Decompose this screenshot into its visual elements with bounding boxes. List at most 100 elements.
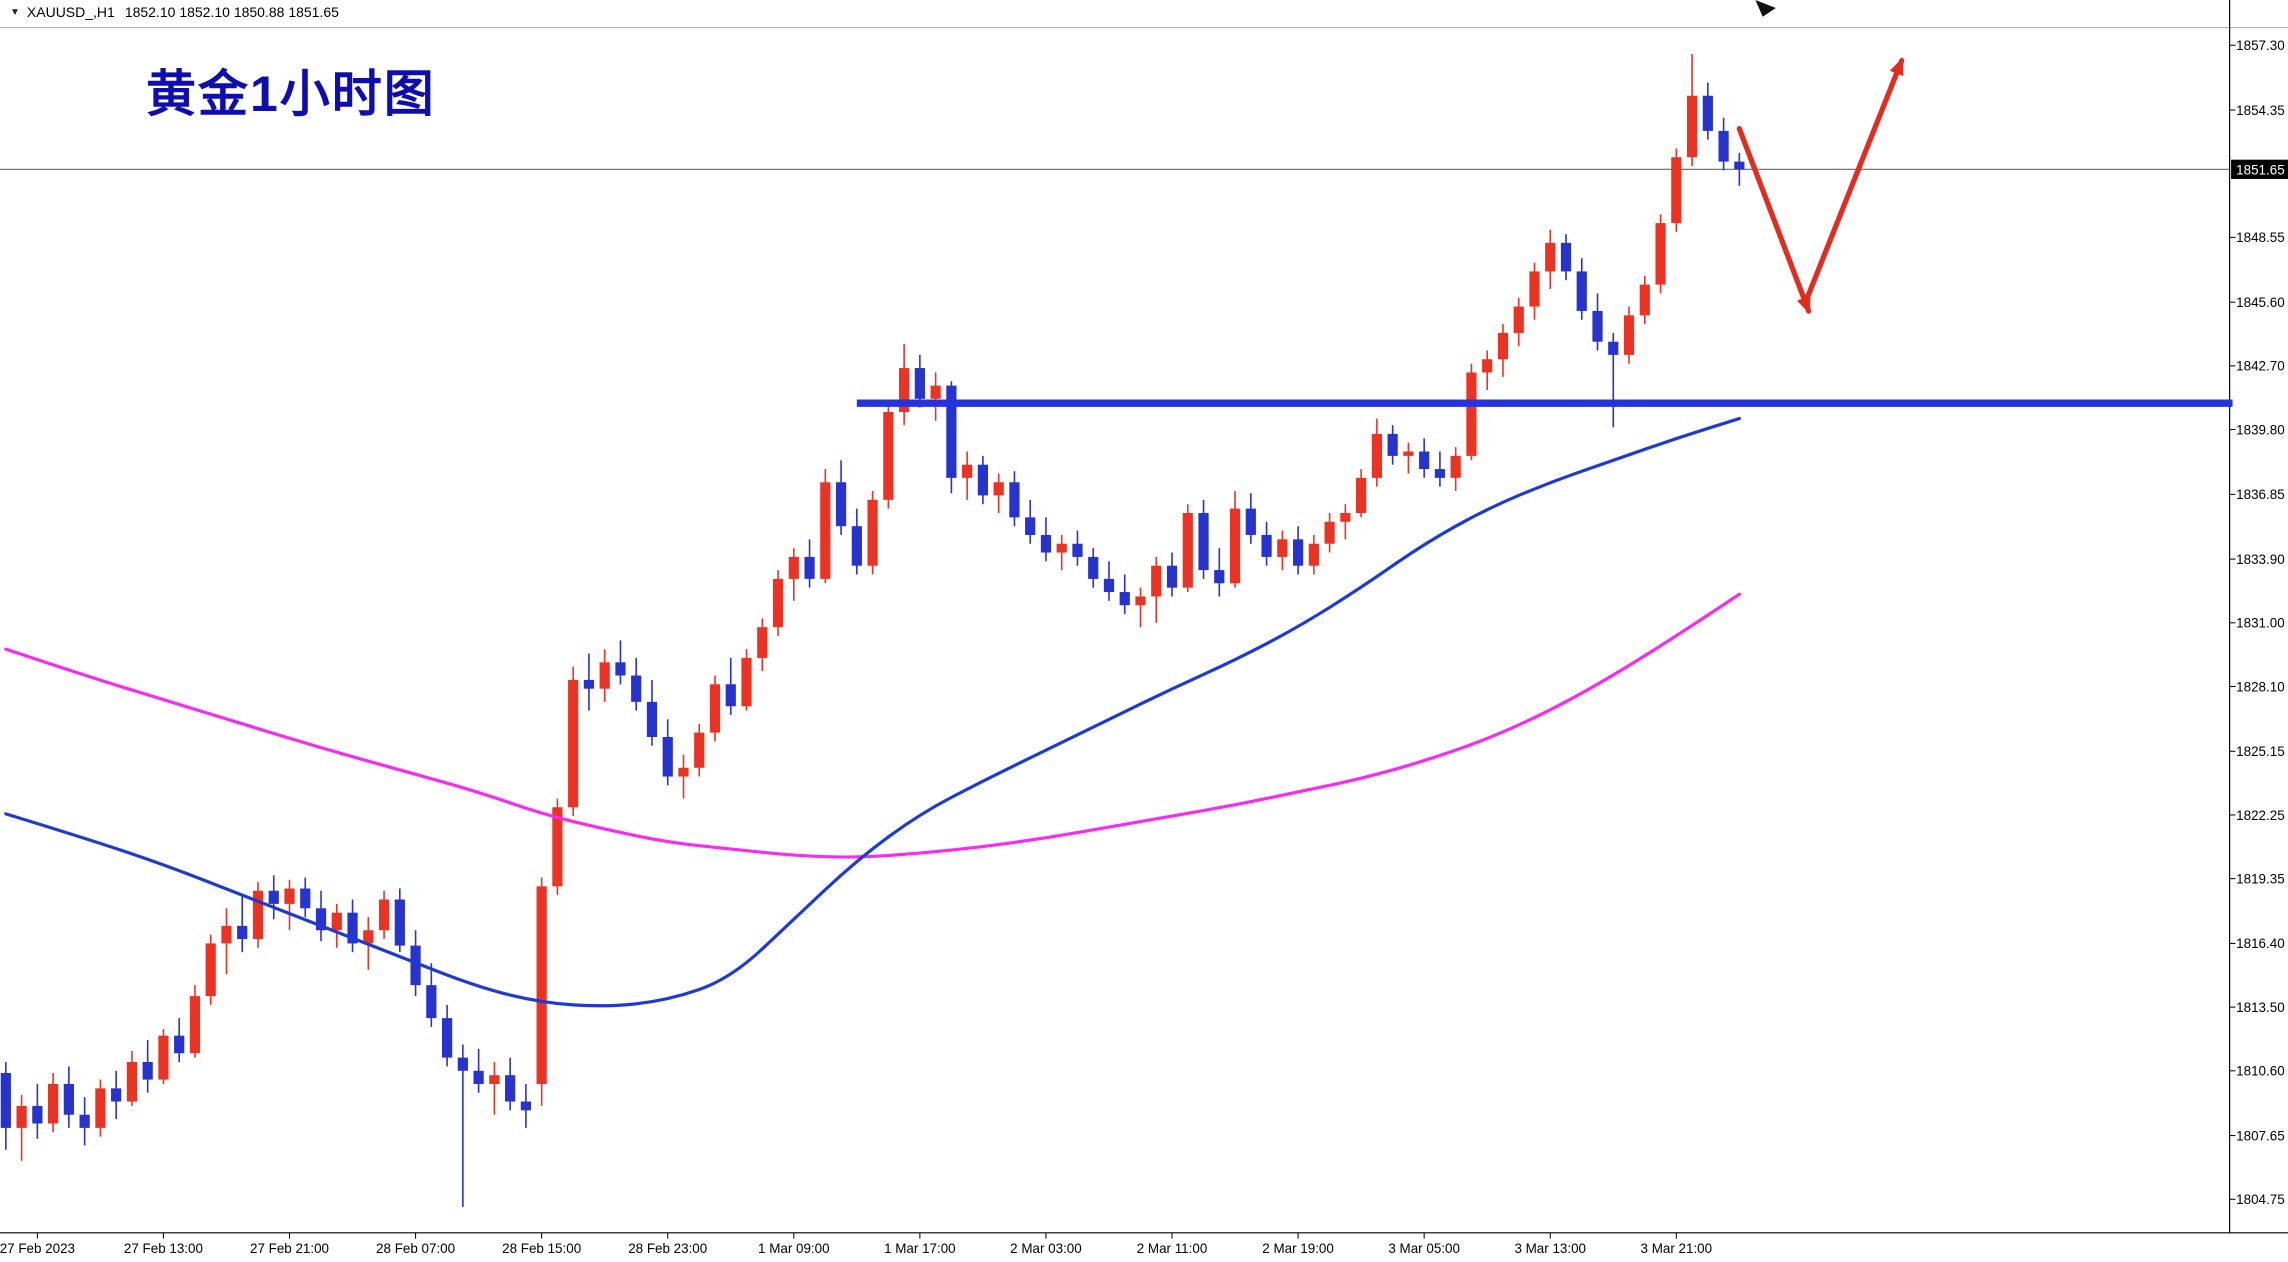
- trend-arrow[interactable]: [1802, 57, 1905, 305]
- candle-body: [1340, 512, 1351, 522]
- candle-body: [221, 925, 232, 944]
- candle-body: [851, 526, 862, 566]
- candle-body: [1450, 455, 1461, 478]
- symbol-info-bar: ▼ XAUUSD_,H1 1852.10 1852.10 1850.88 185…: [10, 4, 339, 20]
- candle-body: [1387, 433, 1398, 456]
- candle-body: [1686, 95, 1698, 158]
- candle-body: [426, 985, 437, 1019]
- price-tick-label: 1833.90: [2236, 552, 2284, 567]
- candle-body: [331, 912, 342, 931]
- price-tick-label: 1822.25: [2236, 808, 2284, 823]
- candle-body: [1419, 451, 1430, 470]
- candle-body: [1545, 242, 1556, 272]
- candle-body: [977, 464, 989, 496]
- candle-body: [347, 912, 358, 944]
- candle-body: [1482, 359, 1493, 373]
- candle-body: [174, 1035, 185, 1054]
- price-tick-label: 1816.40: [2236, 936, 2284, 951]
- trend-arrow[interactable]: [1736, 126, 1812, 315]
- candle-body: [378, 899, 390, 931]
- candle-body: [914, 368, 925, 399]
- candle-body: [1608, 341, 1619, 355]
- candle-body: [615, 662, 626, 676]
- candle-body: [1356, 477, 1367, 513]
- candle-body: [1308, 543, 1319, 566]
- candle-body: [63, 1083, 74, 1115]
- candle-body: [757, 627, 768, 658]
- candle-body: [552, 807, 563, 887]
- candle-body: [930, 385, 941, 399]
- candle-body: [126, 1062, 138, 1102]
- candle-body: [662, 736, 673, 777]
- candle-body: [284, 888, 295, 904]
- price-tick-label: 1807.65: [2236, 1128, 2284, 1143]
- candle-body: [899, 368, 910, 412]
- symbol-timeframe-label: XAUUSD_,H1: [26, 4, 115, 20]
- candle-body: [1529, 271, 1540, 307]
- candle-body: [1403, 451, 1414, 456]
- candle-body: [0, 1072, 11, 1128]
- price-tick-label: 1813.50: [2236, 1000, 2284, 1015]
- candle-body: [32, 1105, 43, 1124]
- time-tick-label: 3 Mar 21:00: [1641, 1241, 1713, 1256]
- price-tick-label: 1842.70: [2236, 359, 2284, 374]
- candle-body: [646, 701, 658, 737]
- candle-body: [489, 1075, 500, 1084]
- current-price-box: [2231, 159, 2288, 179]
- time-tick-label: 2 Mar 03:00: [1010, 1241, 1082, 1256]
- candle-body: [95, 1088, 106, 1128]
- moving-averages-layer: [4, 416, 1741, 1008]
- candle-body: [1623, 315, 1635, 355]
- candle-body: [315, 908, 327, 931]
- candle-body: [1560, 242, 1572, 272]
- candle-body: [1371, 433, 1382, 478]
- candle-body: [268, 890, 279, 904]
- candle-body: [79, 1114, 90, 1128]
- price-tick-label: 1857.30: [2236, 38, 2284, 53]
- candle-body: [1229, 508, 1241, 584]
- time-tick-label: 28 Feb 15:00: [502, 1241, 581, 1256]
- price-tick-label: 1825.15: [2236, 744, 2284, 759]
- candle-body: [300, 888, 311, 909]
- axis-labels-layer: 1857.30 1854.35 1848.55 1845.60 1842.70 1839.…: [0, 38, 2285, 1256]
- symbol-dropdown-icon[interactable]: ▼: [10, 6, 20, 18]
- ma-slow-magenta: [4, 592, 1741, 859]
- price-tick-label: 1854.35: [2236, 103, 2284, 118]
- price-tick-label: 1845.60: [2236, 295, 2284, 310]
- candle-body: [1135, 596, 1146, 606]
- candle-body: [1040, 534, 1052, 553]
- time-tick-label: 28 Feb 23:00: [628, 1241, 707, 1256]
- price-tick-label: 1831.00: [2236, 616, 2284, 631]
- candle-body: [772, 578, 784, 628]
- time-tick-label: 1 Mar 09:00: [758, 1241, 830, 1256]
- candle-body: [1592, 310, 1603, 342]
- candle-body: [1576, 271, 1587, 311]
- candle-body: [473, 1070, 484, 1084]
- candle-body: [1466, 372, 1477, 456]
- candle-body: [505, 1075, 516, 1102]
- candle-body: [48, 1083, 59, 1124]
- candle-body: [520, 1101, 531, 1111]
- price-tick-label: 1836.85: [2236, 487, 2284, 502]
- time-tick-label: 1 Mar 17:00: [884, 1241, 956, 1256]
- candle-body: [1277, 539, 1288, 557]
- drawn-objects-layer[interactable]: 1851.65: [856, 0, 2288, 407]
- candle-body: [1056, 543, 1067, 553]
- candle-body: [1088, 556, 1099, 579]
- candle-body: [1151, 565, 1162, 597]
- candle-body: [946, 385, 957, 478]
- candle-body: [835, 482, 847, 527]
- candle-body: [441, 1018, 453, 1058]
- candle-body: [1245, 508, 1256, 535]
- time-tick-label: 27 Feb 2023: [0, 1241, 75, 1256]
- candle-body: [158, 1035, 169, 1080]
- candle-body: [993, 482, 1004, 496]
- candle-body: [363, 930, 374, 944]
- candle-body: [804, 556, 815, 579]
- candle-body: [962, 464, 973, 478]
- candle-body: [1497, 332, 1509, 360]
- candle-body: [1009, 482, 1020, 518]
- candle-body: [1324, 521, 1335, 544]
